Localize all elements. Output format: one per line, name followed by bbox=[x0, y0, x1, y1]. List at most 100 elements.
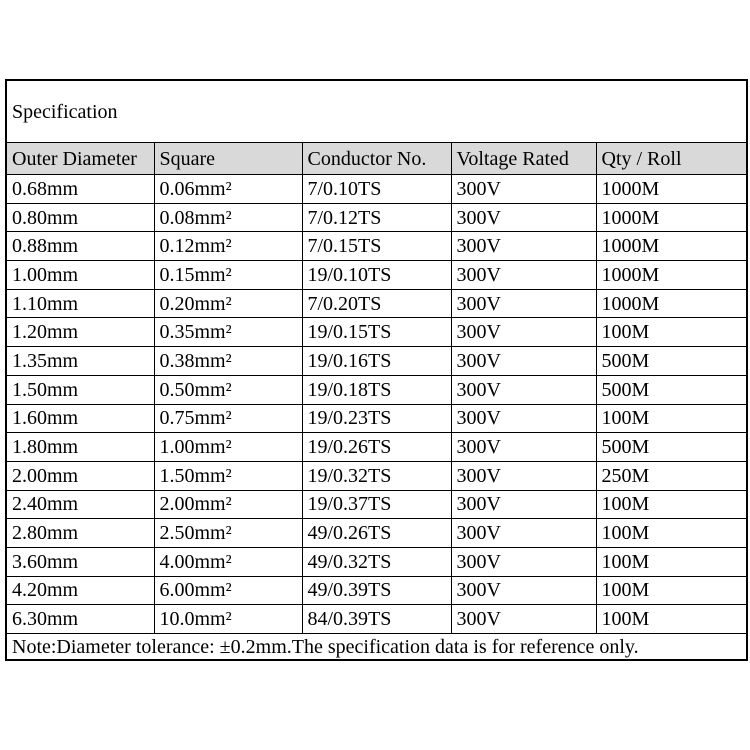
table-cell: 19/0.16TS bbox=[301, 346, 452, 376]
table-row: 1.10mm 0.20mm² 7/0.20TS 300V 1000M bbox=[5, 288, 748, 319]
column-header: Conductor No. bbox=[301, 142, 452, 175]
table-cell: 0.38mm² bbox=[153, 346, 303, 376]
table-cell: 7/0.10TS bbox=[301, 174, 452, 204]
table-cell: 19/0.15TS bbox=[301, 317, 452, 348]
note-row: Note:Diameter tolerance: ±0.2mm.The spec… bbox=[5, 633, 748, 661]
table-cell: 1.00mm² bbox=[153, 432, 303, 462]
table-cell: 300V bbox=[450, 518, 597, 548]
table-cell: 100M bbox=[595, 604, 748, 634]
table-cell: 300V bbox=[450, 346, 597, 376]
table-row: 0.80mm 0.08mm² 7/0.12TS 300V 1000M bbox=[5, 202, 748, 233]
table-cell: 1.50mm bbox=[5, 374, 155, 405]
table-cell: 7/0.15TS bbox=[301, 231, 452, 262]
table-cell: 19/0.10TS bbox=[301, 260, 452, 290]
table-cell: 1000M bbox=[595, 231, 748, 262]
table-row: 3.60mm 4.00mm² 49/0.32TS 300V 100M bbox=[5, 546, 748, 577]
table-cell: 300V bbox=[450, 174, 597, 204]
table-cell: 300V bbox=[450, 317, 597, 348]
table-cell: 100M bbox=[595, 317, 748, 348]
table-cell: 100M bbox=[595, 518, 748, 548]
table-cell: 10.0mm² bbox=[153, 604, 303, 634]
table-cell: 300V bbox=[450, 575, 597, 606]
table-cell: 0.06mm² bbox=[153, 174, 303, 204]
table-cell: 300V bbox=[450, 460, 597, 491]
column-header: Qty / Roll bbox=[595, 142, 748, 175]
table-cell: 100M bbox=[595, 489, 748, 520]
table-cell: 300V bbox=[450, 546, 597, 577]
table-cell: 2.50mm² bbox=[153, 518, 303, 548]
table-row: 0.68mm 0.06mm² 7/0.10TS 300V 1000M bbox=[5, 174, 748, 204]
table-cell: 1000M bbox=[595, 202, 748, 233]
table-cell: 7/0.20TS bbox=[301, 288, 452, 319]
page-title: Specification bbox=[5, 79, 748, 143]
table-cell: 3.60mm bbox=[5, 546, 155, 577]
table-cell: 0.88mm bbox=[5, 231, 155, 262]
table-cell: 250M bbox=[595, 460, 748, 491]
table-cell: 100M bbox=[595, 403, 748, 434]
table-cell: 19/0.37TS bbox=[301, 489, 452, 520]
table-cell: 1.60mm bbox=[5, 403, 155, 434]
table-cell: 300V bbox=[450, 202, 597, 233]
table-cell: 0.20mm² bbox=[153, 288, 303, 319]
table-cell: 300V bbox=[450, 403, 597, 434]
table-cell: 1.10mm bbox=[5, 288, 155, 319]
table-cell: 500M bbox=[595, 432, 748, 462]
table-cell: 300V bbox=[450, 260, 597, 290]
table-cell: 49/0.26TS bbox=[301, 518, 452, 548]
column-header: Outer Diameter bbox=[5, 142, 155, 175]
table-cell: 6.00mm² bbox=[153, 575, 303, 606]
header-row: Outer Diameter Square Conductor No. Voltage… bbox=[5, 142, 748, 175]
table-cell: 0.80mm bbox=[5, 202, 155, 233]
table-row: 1.60mm 0.75mm² 19/0.23TS 300V 100M bbox=[5, 403, 748, 434]
table-cell: 19/0.18TS bbox=[301, 374, 452, 405]
table-cell: 1.50mm² bbox=[153, 460, 303, 491]
table-cell: 0.12mm² bbox=[153, 231, 303, 262]
table-cell: 2.00mm bbox=[5, 460, 155, 491]
table-cell: 1000M bbox=[595, 260, 748, 290]
table-cell: 300V bbox=[450, 374, 597, 405]
table-cell: 49/0.32TS bbox=[301, 546, 452, 577]
table-cell: 300V bbox=[450, 231, 597, 262]
column-header: Square bbox=[153, 142, 303, 175]
table-cell: 500M bbox=[595, 346, 748, 376]
table-cell: 100M bbox=[595, 546, 748, 577]
table-cell: 6.30mm bbox=[5, 604, 155, 634]
table-cell: 7/0.12TS bbox=[301, 202, 452, 233]
table-row: 1.00mm 0.15mm² 19/0.10TS 300V 1000M bbox=[5, 260, 748, 290]
table-cell: 19/0.23TS bbox=[301, 403, 452, 434]
table-cell: 2.40mm bbox=[5, 489, 155, 520]
table-cell: 0.68mm bbox=[5, 174, 155, 204]
table-row: 0.88mm 0.12mm² 7/0.15TS 300V 1000M bbox=[5, 231, 748, 262]
table-cell: 4.20mm bbox=[5, 575, 155, 606]
table-cell: 49/0.39TS bbox=[301, 575, 452, 606]
table-cell: 84/0.39TS bbox=[301, 604, 452, 634]
table-cell: 0.35mm² bbox=[153, 317, 303, 348]
table-row: 4.20mm 6.00mm² 49/0.39TS 300V 100M bbox=[5, 575, 748, 606]
specification-table: Specification Outer Diameter Square Conduc… bbox=[5, 79, 749, 661]
table-cell: 300V bbox=[450, 604, 597, 634]
column-header: Voltage Rated bbox=[450, 142, 597, 175]
table-row: 6.30mm 10.0mm² 84/0.39TS 300V 100M bbox=[5, 604, 748, 634]
note-text: Note:Diameter tolerance: ±0.2mm.The spec… bbox=[5, 633, 748, 661]
table-cell: 300V bbox=[450, 288, 597, 319]
table-row: 1.20mm 0.35mm² 19/0.15TS 300V 100M bbox=[5, 317, 748, 348]
table-cell: 19/0.32TS bbox=[301, 460, 452, 491]
table-cell: 0.50mm² bbox=[153, 374, 303, 405]
table-cell: 300V bbox=[450, 432, 597, 462]
table-row: 2.40mm 2.00mm² 19/0.37TS 300V 100M bbox=[5, 489, 748, 520]
table-cell: 4.00mm² bbox=[153, 546, 303, 577]
table-row: 2.80mm 2.50mm² 49/0.26TS 300V 100M bbox=[5, 518, 748, 548]
table-cell: 1.20mm bbox=[5, 317, 155, 348]
table-cell: 1.80mm bbox=[5, 432, 155, 462]
table-cell: 1000M bbox=[595, 288, 748, 319]
table-cell: 1.00mm bbox=[5, 260, 155, 290]
table-cell: 2.00mm² bbox=[153, 489, 303, 520]
table-cell: 2.80mm bbox=[5, 518, 155, 548]
title-row: Specification bbox=[5, 79, 748, 143]
table-row: 2.00mm 1.50mm² 19/0.32TS 300V 250M bbox=[5, 460, 748, 491]
table-row: 1.80mm 1.00mm² 19/0.26TS 300V 500M bbox=[5, 432, 748, 462]
table-cell: 500M bbox=[595, 374, 748, 405]
table-cell: 300V bbox=[450, 489, 597, 520]
table-row: 1.50mm 0.50mm² 19/0.18TS 300V 500M bbox=[5, 374, 748, 405]
table-row: 1.35mm 0.38mm² 19/0.16TS 300V 500M bbox=[5, 346, 748, 376]
